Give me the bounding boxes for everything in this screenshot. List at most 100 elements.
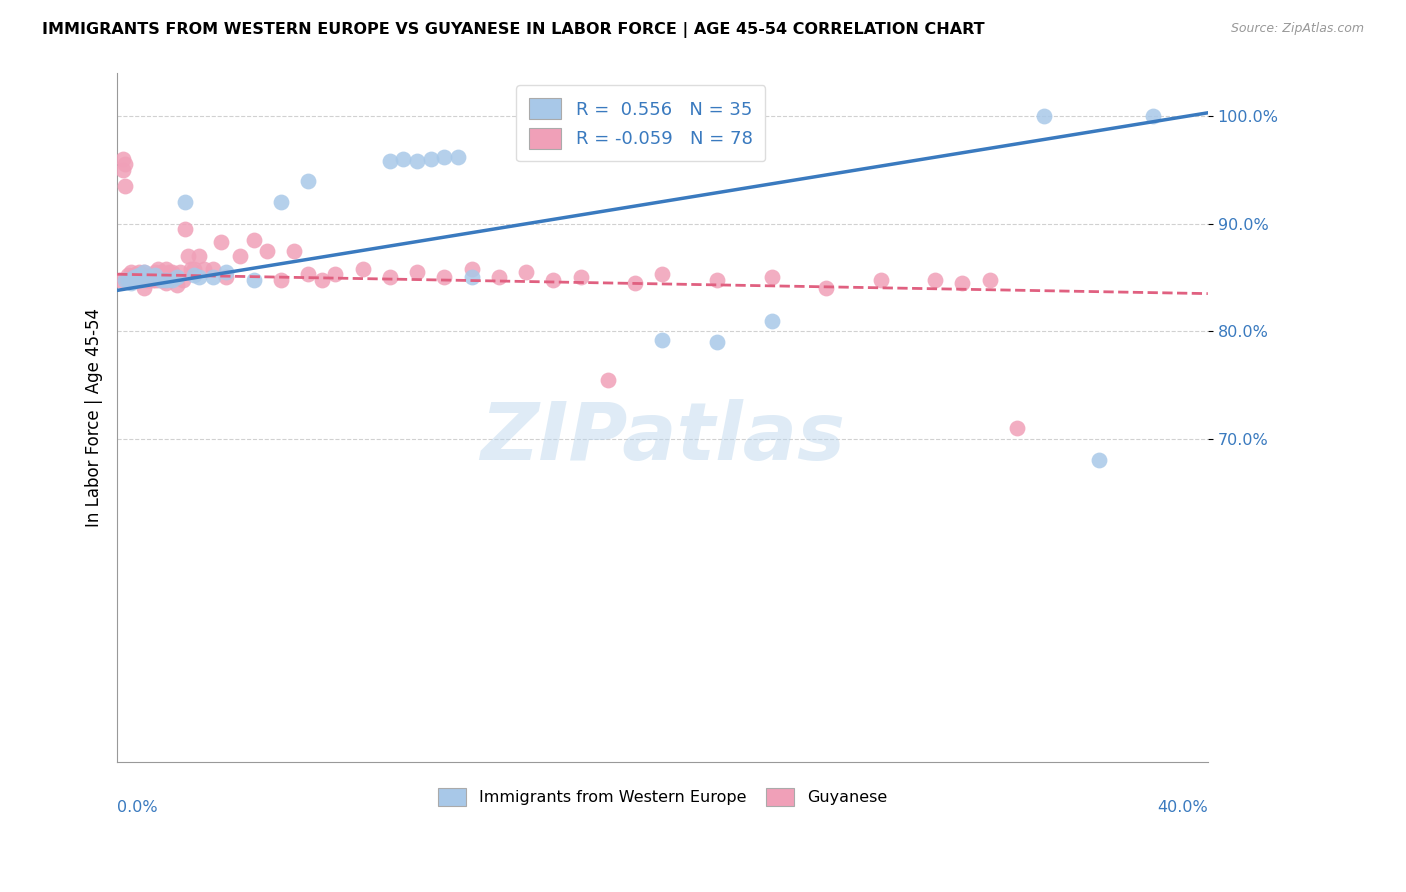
Point: [128, 265, 150, 279]
Point: [114, 157, 136, 171]
Point: [166, 278, 188, 293]
Point: [146, 272, 169, 286]
Point: [651, 267, 673, 281]
Point: [128, 268, 150, 283]
Point: [117, 268, 139, 283]
Point: [120, 276, 142, 290]
Point: [323, 267, 346, 281]
Point: [117, 272, 139, 286]
Point: [596, 373, 619, 387]
Point: [270, 195, 292, 210]
Point: [143, 265, 166, 279]
Point: [180, 261, 202, 276]
Point: [311, 272, 333, 286]
Point: [1033, 109, 1056, 123]
Point: [120, 265, 142, 279]
Point: [201, 261, 224, 276]
Point: [488, 270, 510, 285]
Point: [706, 272, 728, 286]
Point: [297, 173, 319, 187]
Text: IMMIGRANTS FROM WESTERN EUROPE VS GUYANESE IN LABOR FORCE | AGE 45-54 CORRELATIO: IMMIGRANTS FROM WESTERN EUROPE VS GUYANE…: [42, 22, 984, 38]
Point: [114, 179, 136, 194]
Point: [174, 195, 197, 210]
Point: [111, 162, 134, 177]
Point: [447, 150, 470, 164]
Text: Source: ZipAtlas.com: Source: ZipAtlas.com: [1230, 22, 1364, 36]
Point: [125, 272, 148, 286]
Point: [215, 270, 238, 285]
Point: [149, 272, 172, 286]
Point: [378, 270, 401, 285]
Point: [146, 261, 169, 276]
Point: [131, 272, 153, 286]
Point: [122, 268, 145, 283]
Point: [111, 152, 134, 166]
Point: [142, 272, 165, 286]
Point: [131, 272, 153, 286]
Point: [125, 267, 148, 281]
Point: [134, 281, 156, 295]
Point: [869, 272, 891, 286]
Point: [1142, 109, 1164, 123]
Point: [136, 268, 159, 283]
Point: [624, 276, 647, 290]
Point: [128, 272, 150, 286]
Point: [152, 272, 174, 286]
Point: [155, 261, 177, 276]
Point: [131, 268, 153, 283]
Point: [270, 272, 292, 286]
Point: [1087, 453, 1109, 467]
Point: [125, 272, 148, 286]
Point: [352, 261, 374, 276]
Point: [122, 272, 145, 286]
Point: [160, 265, 183, 279]
Point: [242, 233, 264, 247]
Point: [242, 272, 264, 286]
Point: [143, 268, 166, 283]
Point: [215, 265, 238, 279]
Point: [134, 265, 156, 279]
Point: [433, 150, 456, 164]
Point: [924, 272, 946, 286]
Point: [152, 268, 174, 283]
Point: [155, 276, 177, 290]
Point: [139, 270, 162, 285]
Text: 40.0%: 40.0%: [1157, 799, 1208, 814]
Point: [1005, 421, 1028, 435]
Point: [460, 270, 482, 285]
Point: [143, 272, 166, 286]
Point: [172, 272, 194, 286]
Point: [122, 270, 145, 285]
Point: [139, 270, 162, 285]
Point: [406, 154, 429, 169]
Text: 0.0%: 0.0%: [117, 799, 157, 814]
Point: [114, 272, 136, 286]
Point: [177, 249, 200, 263]
Point: [188, 270, 211, 285]
Point: [706, 334, 728, 349]
Point: [142, 268, 165, 283]
Point: [543, 272, 565, 286]
Point: [183, 261, 205, 276]
Point: [419, 152, 441, 166]
Point: [157, 265, 180, 279]
Point: [297, 267, 319, 281]
Point: [136, 272, 159, 286]
Point: [651, 333, 673, 347]
Point: [120, 272, 142, 286]
Point: [256, 244, 278, 258]
Point: [392, 152, 415, 166]
Point: [952, 276, 974, 290]
Point: [174, 222, 197, 236]
Point: [378, 154, 401, 169]
Point: [201, 270, 224, 285]
Point: [193, 261, 215, 276]
Point: [166, 270, 188, 285]
Point: [188, 249, 211, 263]
Legend: Immigrants from Western Europe, Guyanese: Immigrants from Western Europe, Guyanese: [432, 781, 894, 813]
Point: [815, 281, 838, 295]
Point: [160, 272, 183, 286]
Point: [209, 235, 232, 249]
Point: [761, 270, 783, 285]
Text: ZIPatlas: ZIPatlas: [479, 399, 845, 477]
